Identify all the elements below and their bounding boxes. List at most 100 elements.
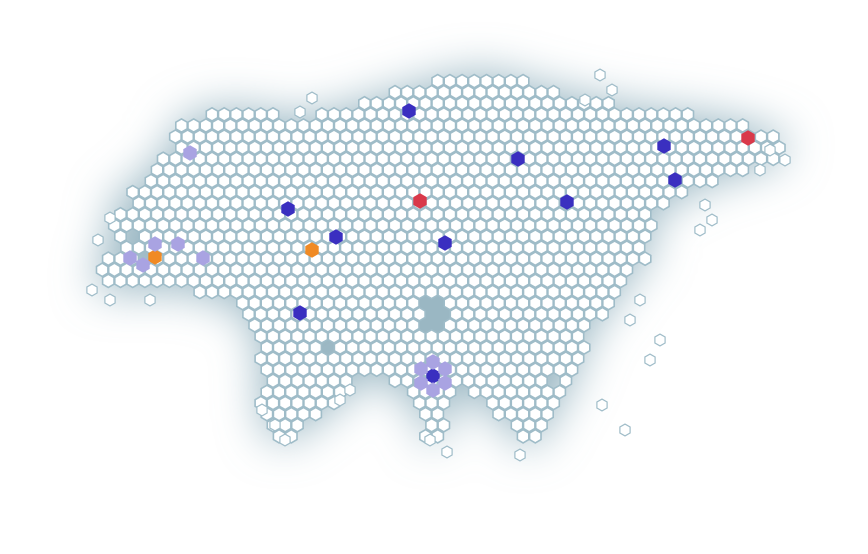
location-markers xyxy=(123,103,755,398)
marker-light-purple[interactable] xyxy=(148,236,162,252)
marker-light-purple[interactable] xyxy=(414,375,428,391)
hex-tile xyxy=(486,373,500,389)
hex-tile xyxy=(510,129,524,145)
marker-dark-blue[interactable] xyxy=(281,201,295,217)
marker-red[interactable] xyxy=(413,193,427,209)
hex-tile xyxy=(120,217,134,233)
hex-tile xyxy=(327,151,341,167)
hex-tile xyxy=(449,373,463,389)
marker-light-purple[interactable] xyxy=(414,361,428,377)
hex-tile xyxy=(193,129,207,145)
hex-tile xyxy=(589,295,603,311)
hex-tile xyxy=(522,129,536,145)
hex-tile xyxy=(565,339,579,356)
hex-tile xyxy=(443,73,457,89)
hex-tile xyxy=(614,162,628,178)
hex-tile xyxy=(516,117,530,134)
hex-tile xyxy=(412,395,426,411)
hex-tile xyxy=(540,317,555,333)
hex-tile xyxy=(236,228,249,245)
hex-tile xyxy=(461,173,475,189)
hex-tile xyxy=(211,140,225,156)
marker-orange[interactable] xyxy=(148,249,162,265)
hex-tile xyxy=(504,206,518,222)
hex-tile xyxy=(681,106,695,122)
hex-tile xyxy=(150,273,164,289)
hex-tile xyxy=(492,384,506,400)
marker-dark-blue[interactable] xyxy=(560,194,574,210)
marker-light-purple[interactable] xyxy=(426,382,440,398)
marker-light-purple[interactable] xyxy=(171,236,185,252)
hex-tile xyxy=(553,162,567,178)
hex-tile xyxy=(388,173,402,189)
hex-tile xyxy=(211,117,225,134)
hex-tile xyxy=(260,295,274,311)
hex-tile xyxy=(553,206,567,222)
hex-tile xyxy=(565,95,579,111)
hex-tile xyxy=(321,273,335,289)
marker-light-purple[interactable] xyxy=(123,250,137,266)
hex-tile xyxy=(644,195,658,211)
hex-tile xyxy=(388,328,402,344)
hex-tile xyxy=(522,395,536,411)
hex-tile xyxy=(406,162,420,178)
hex-tile xyxy=(492,317,506,333)
hex-tile xyxy=(126,184,140,200)
hex-tile xyxy=(589,206,603,222)
hex-tile xyxy=(425,84,439,100)
hex-tile xyxy=(437,395,451,411)
hex-tile xyxy=(571,173,585,189)
hex-tile xyxy=(669,129,683,145)
hex-tile xyxy=(272,295,286,311)
hex-tile xyxy=(394,273,408,289)
hex-tile xyxy=(266,262,280,278)
hex-tile xyxy=(205,262,219,278)
hex-tile xyxy=(321,184,335,200)
hex-tile xyxy=(504,317,518,333)
hex-tile xyxy=(650,184,664,200)
hex-tile xyxy=(632,129,646,145)
marker-red[interactable] xyxy=(741,130,755,146)
hex-tile xyxy=(162,251,176,267)
hex-tile xyxy=(516,295,530,311)
hex-tile xyxy=(547,106,561,122)
hex-tile xyxy=(223,206,237,222)
marker-light-purple[interactable] xyxy=(136,257,150,273)
hex-tile xyxy=(242,106,256,122)
hex-tile xyxy=(601,162,616,178)
hex-tile xyxy=(449,151,463,167)
marker-dark-blue[interactable] xyxy=(293,305,307,321)
hex-tile xyxy=(236,251,249,267)
marker-light-purple[interactable] xyxy=(183,145,197,161)
hex-tile xyxy=(272,273,286,289)
hex-tile xyxy=(272,228,286,245)
hex-tile xyxy=(571,151,585,167)
hex-tile xyxy=(296,184,311,200)
marker-light-purple[interactable] xyxy=(438,361,452,377)
hex-tile xyxy=(400,328,414,344)
hex-tile xyxy=(406,228,420,245)
hex-tile xyxy=(412,129,426,145)
marker-dark-blue[interactable] xyxy=(511,151,525,167)
hex-tile xyxy=(455,162,469,178)
hex-tile xyxy=(217,195,231,211)
marker-dark-blue[interactable] xyxy=(402,103,416,119)
hex-tile xyxy=(553,228,567,245)
marker-dark-blue[interactable] xyxy=(329,229,343,245)
marker-dark-blue[interactable] xyxy=(668,172,682,188)
hex-tile xyxy=(455,184,469,200)
hex-tile xyxy=(260,228,274,245)
marker-dark-blue[interactable] xyxy=(657,138,671,154)
marker-dark-blue[interactable] xyxy=(426,368,440,384)
marker-dark-blue[interactable] xyxy=(438,235,452,251)
hex-tile xyxy=(571,351,585,367)
hex-tile xyxy=(479,162,494,178)
marker-light-purple[interactable] xyxy=(426,354,440,370)
island-tile xyxy=(594,68,606,82)
marker-orange[interactable] xyxy=(305,242,319,258)
hex-tile xyxy=(583,217,597,233)
marker-light-purple[interactable] xyxy=(438,375,452,391)
hex-tile xyxy=(583,306,597,322)
marker-light-purple[interactable] xyxy=(196,250,210,266)
hex-tile xyxy=(382,339,396,356)
